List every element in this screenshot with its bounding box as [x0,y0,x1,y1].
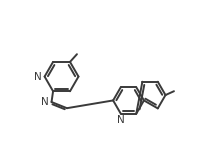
Text: N: N [34,72,41,82]
Text: N: N [117,115,125,125]
Text: N: N [41,97,48,107]
